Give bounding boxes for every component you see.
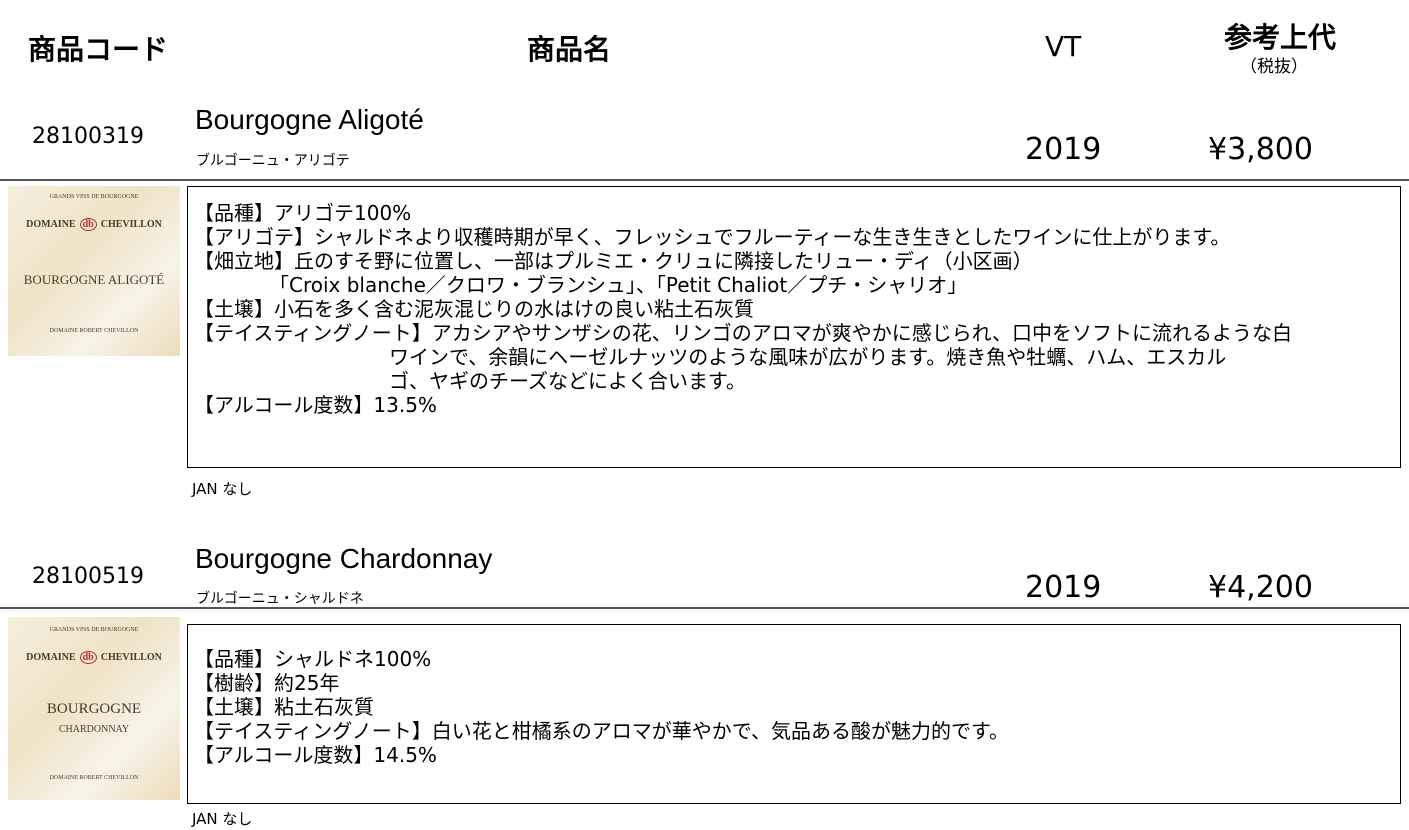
label-text: DOMAINE ROBERT CHEVILLON: [49, 328, 139, 334]
header-code: 商品コード: [28, 33, 169, 66]
product-code: 28100319: [32, 124, 144, 149]
description-line: ゴ、ヤギのチーズなどによく合います。: [389, 369, 746, 393]
description-box: 【品種】シャルドネ100% 【樹齢】約25年 【土壌】粘土石灰質 【テイスティン…: [187, 624, 1401, 804]
divider: [0, 179, 1409, 181]
description-line: 「Croix blanche／クロワ・ブランシュ」、「Petit Chaliot…: [269, 273, 968, 297]
description-line: 【土壌】粘土石灰質: [194, 695, 374, 719]
header-name: 商品名: [527, 33, 612, 66]
product-code: 28100519: [32, 564, 144, 589]
label-text: DOMAINE ROBERT CHEVILLON: [49, 775, 139, 781]
description-box: 【品種】アリゴテ100% 【アリゴテ】シャルドネより収穫時期が早く、フレッシュで…: [187, 186, 1401, 468]
price: ¥4,200: [1208, 570, 1313, 605]
label-text: CHEVILLON: [100, 652, 162, 663]
divider: [0, 607, 1409, 609]
description-line: 【テイスティングノート】白い花と柑橘系のアロマが華やかで、気品ある酸が魅力的です…: [194, 719, 1009, 743]
header-price-note: （税抜）: [1240, 57, 1308, 77]
vintage: 2019: [1025, 132, 1102, 167]
label-text: DOMAINE: [26, 652, 76, 663]
header-vt: VT: [1045, 30, 1082, 63]
description-line: 【アルコール度数】13.5%: [194, 393, 437, 417]
description-line: 【アルコール度数】14.5%: [194, 743, 437, 767]
description-line: 【土壌】小石を多く含む泥灰混じりの水はけの良い粘土石灰質: [194, 297, 754, 321]
jan: JAN なし: [192, 480, 253, 498]
description-line: ワインで、余韻にヘーゼルナッツのような風味が広がります。焼き魚や牡蠣、ハム、エス…: [389, 345, 1227, 369]
description-line: 【畑立地】丘のすそ野に位置し、一部はプルミエ・クリュに隣接したリュー・ディ（小区…: [194, 249, 1033, 273]
description: 【品種】アリゴテ100% 【アリゴテ】シャルドネより収穫時期が早く、フレッシュで…: [194, 201, 1292, 417]
label-text: BOURGOGNE ALIGOTÉ: [23, 272, 165, 287]
label-image: GRANDS VINS DE BOURGOGNE DOMAINE db CHEV…: [8, 186, 180, 356]
product-name: Bourgogne Aligoté: [195, 104, 424, 135]
label-text: GRANDS VINS DE BOURGOGNE: [49, 194, 139, 200]
label-image: GRANDS VINS DE BOURGOGNE DOMAINE db CHEV…: [8, 617, 180, 800]
label-text: BOURGOGNE: [46, 701, 142, 717]
product-kana: ブルゴーニュ・アリゴテ: [196, 153, 350, 169]
description-line: 【テイスティングノート】アカシアやサンザシの花、リンゴのアロマが爽やかに感じられ…: [194, 321, 1292, 345]
vintage: 2019: [1025, 570, 1102, 605]
product-name: Bourgogne Chardonnay: [195, 543, 493, 574]
label-text: DOMAINE: [26, 219, 76, 230]
label-text: CHEVILLON: [100, 219, 162, 230]
jan: JAN なし: [192, 810, 253, 828]
description-line: 【アリゴテ】シャルドネより収穫時期が早く、フレッシュでフルーティーな生き生きとし…: [194, 225, 1231, 249]
description-line: 【品種】アリゴテ100%: [194, 201, 412, 225]
header-price: 参考上代: [1224, 21, 1337, 54]
description-line: 【樹齢】約25年: [194, 671, 340, 695]
label-text: CHARDONNAY: [58, 724, 130, 735]
description-line: 【品種】シャルドネ100%: [194, 647, 432, 671]
description: 【品種】シャルドネ100% 【樹齢】約25年 【土壌】粘土石灰質 【テイスティン…: [194, 647, 1009, 767]
product-kana: ブルゴーニュ・シャルドネ: [196, 591, 364, 607]
label-text: GRANDS VINS DE BOURGOGNE: [49, 627, 139, 633]
price: ¥3,800: [1208, 132, 1313, 167]
